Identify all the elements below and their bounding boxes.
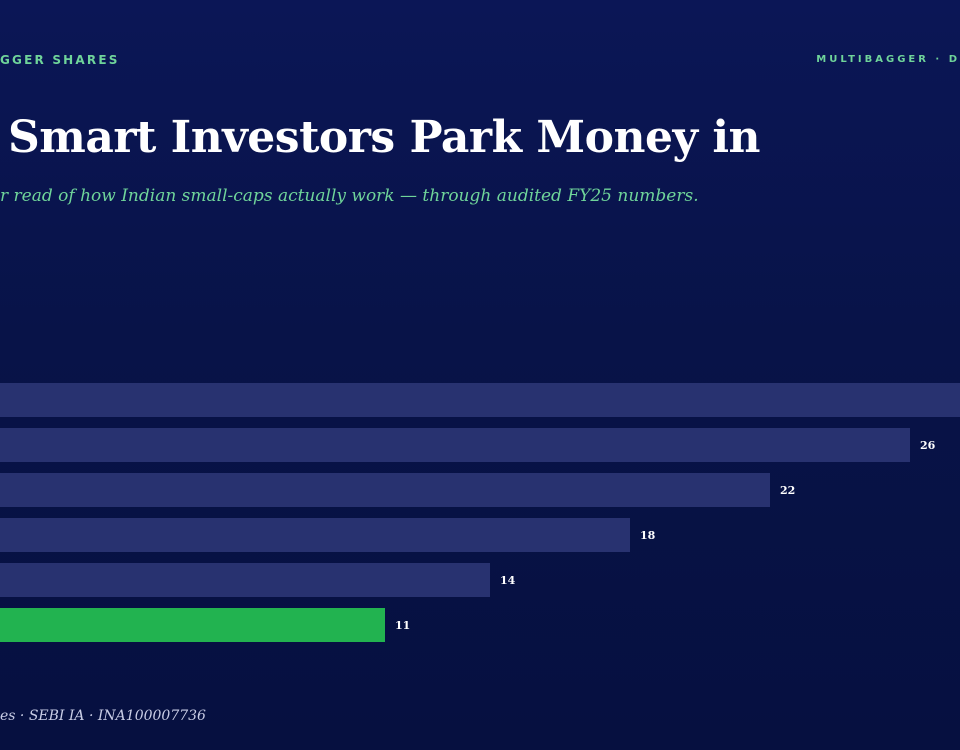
kicker-right: MULTIBAGGER · D bbox=[816, 54, 960, 65]
bar-value-label-3: 18 bbox=[640, 529, 656, 542]
bar-2 bbox=[0, 473, 770, 507]
bar-value-label-1: 26 bbox=[920, 439, 936, 452]
kicker-left: GGER SHARES bbox=[0, 53, 120, 67]
bar-3 bbox=[0, 518, 630, 552]
bar-value-label-4: 14 bbox=[500, 574, 516, 587]
bar-chart: 26 22 18 14 11 bbox=[0, 383, 960, 642]
bar-5 bbox=[0, 608, 385, 642]
footer-credit: es · SEBI IA · INA100007736 bbox=[0, 708, 206, 724]
bar-0 bbox=[0, 383, 960, 417]
bar-1 bbox=[0, 428, 910, 462]
bar-value-label-5: 11 bbox=[395, 619, 410, 632]
page-subtitle: r read of how Indian small-caps actually… bbox=[0, 186, 699, 206]
bar-4 bbox=[0, 563, 490, 597]
page-title: Smart Investors Park Money in bbox=[8, 112, 761, 163]
bar-value-label-2: 22 bbox=[780, 484, 795, 497]
